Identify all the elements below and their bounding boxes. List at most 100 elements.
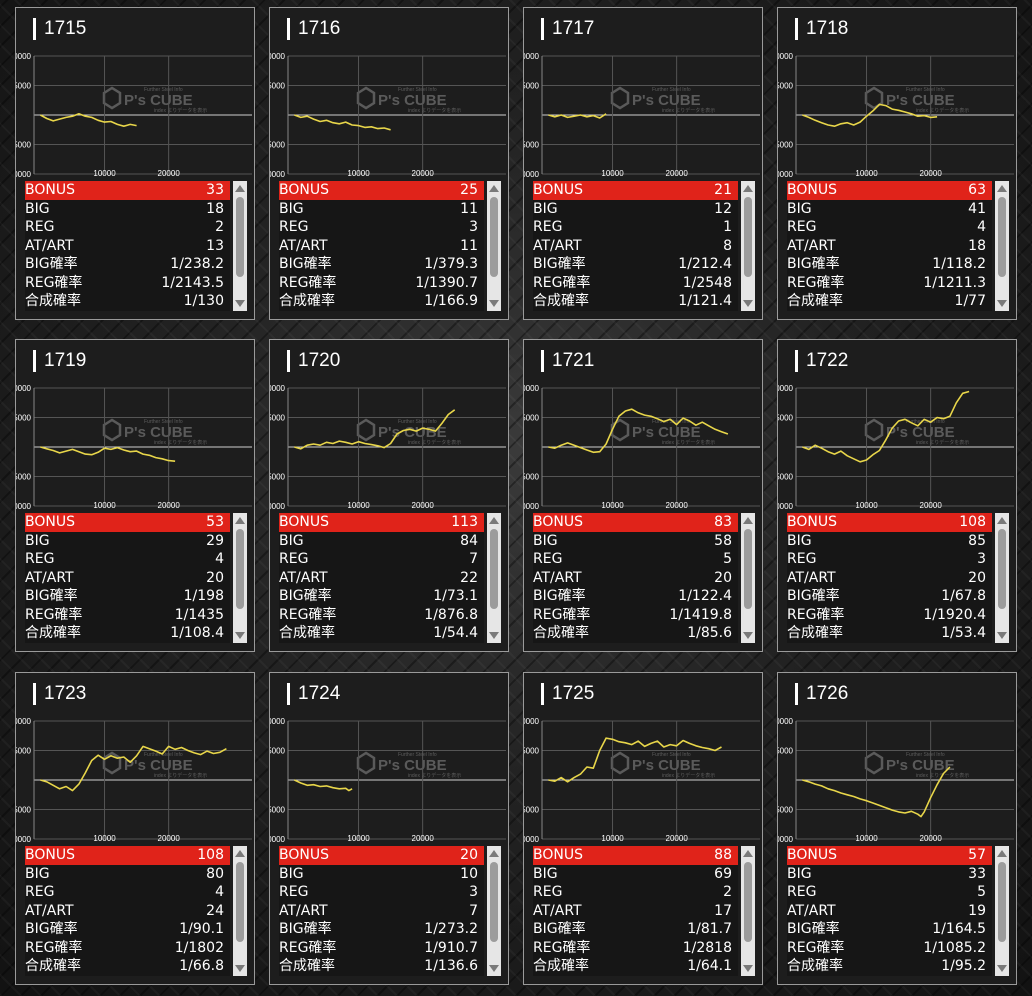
scrollbar[interactable]: [487, 513, 501, 643]
x-tick-label: 10000: [601, 169, 624, 178]
scroll-thumb[interactable]: [490, 529, 498, 609]
triangle-down-icon[interactable]: [489, 965, 499, 972]
machine-card[interactable]: 1715 P's CUBE Further Steel Info index よりデー…: [15, 7, 255, 320]
scrollbar[interactable]: [741, 846, 755, 976]
machine-card[interactable]: 1720 P's CUBE Further Steel Info index よりデー…: [269, 339, 509, 652]
scrollbar[interactable]: [233, 181, 247, 311]
triangle-down-icon[interactable]: [743, 632, 753, 639]
triangle-up-icon[interactable]: [997, 517, 1007, 524]
scrollbar[interactable]: [995, 513, 1009, 643]
scroll-thumb[interactable]: [998, 862, 1006, 942]
stats-list[interactable]: BONUS 108 BIG 80 REG 4 AT/ART 24 BIG確率 1/90.1 REG確…: [25, 846, 230, 976]
stats-list[interactable]: BONUS 108 BIG 85 REG 3 AT/ART 20 BIG確率 1/67.8 REG確…: [787, 513, 992, 643]
reg-rate-row: REG確率 1/2818: [533, 939, 738, 958]
triangle-up-icon[interactable]: [997, 850, 1007, 857]
machine-card[interactable]: 1724 P's CUBE Further Steel Info index よりデー…: [269, 672, 509, 985]
bonus-row-label: BONUS: [25, 182, 75, 198]
machine-card[interactable]: 1725 P's CUBE Further Steel Info index よりデー…: [523, 672, 763, 985]
machine-number: 1724: [287, 683, 340, 705]
big-row: BIG 80: [25, 865, 230, 884]
triangle-down-icon[interactable]: [997, 632, 1007, 639]
stats-list[interactable]: BONUS 20 BIG 10 REG 3 AT/ART 7 BIG確率 1/273.2 REG確率…: [279, 846, 484, 976]
y-tick-label: 10000: [270, 717, 286, 726]
at-art-row-value: 13: [206, 237, 224, 254]
y-tick-label: 10000: [778, 52, 794, 61]
stats-list[interactable]: BONUS 21 BIG 12 REG 1 AT/ART 8 BIG確率 1/212.4 REG確率…: [533, 181, 738, 311]
y-tick-label: 5000: [16, 747, 32, 756]
triangle-down-icon[interactable]: [489, 300, 499, 307]
scroll-thumb[interactable]: [236, 529, 244, 609]
triangle-up-icon[interactable]: [235, 850, 245, 857]
triangle-down-icon[interactable]: [743, 300, 753, 307]
machine-card[interactable]: 1722 P's CUBE Further Steel Info index よりデー…: [777, 339, 1017, 652]
scrollbar[interactable]: [233, 846, 247, 976]
at-art-row-value: 7: [469, 902, 478, 919]
stats-list[interactable]: BONUS 53 BIG 29 REG 4 AT/ART 20 BIG確率 1/198 REG確率 1…: [25, 513, 230, 643]
triangle-up-icon[interactable]: [235, 185, 245, 192]
scroll-thumb[interactable]: [998, 529, 1006, 609]
scrollbar[interactable]: [995, 846, 1009, 976]
scrollbar[interactable]: [995, 181, 1009, 311]
stats-list[interactable]: BONUS 83 BIG 58 REG 5 AT/ART 20 BIG確率 1/122.4 REG確…: [533, 513, 738, 643]
x-tick-label: 10000: [347, 169, 370, 178]
reg-rate-row-value: 1/1435: [174, 606, 224, 623]
triangle-down-icon[interactable]: [235, 300, 245, 307]
machine-card[interactable]: 1723 P's CUBE Further Steel Info index よりデー…: [15, 672, 255, 985]
triangle-up-icon[interactable]: [997, 185, 1007, 192]
stats-list[interactable]: BONUS 25 BIG 11 REG 3 AT/ART 11 BIG確率 1/379.3 REG確…: [279, 181, 484, 311]
scroll-thumb[interactable]: [236, 862, 244, 942]
big-row-label: BIG: [787, 865, 812, 882]
scrollbar[interactable]: [233, 513, 247, 643]
scroll-thumb[interactable]: [490, 197, 498, 277]
big-row-value: 11: [460, 200, 478, 217]
watermark-line2: index よりデータを表示: [154, 439, 207, 446]
scroll-thumb[interactable]: [490, 862, 498, 942]
triangle-down-icon[interactable]: [997, 300, 1007, 307]
reg-rate-row-label: REG確率: [787, 606, 845, 623]
reg-row-value: 7: [469, 551, 478, 568]
triangle-down-icon[interactable]: [997, 965, 1007, 972]
reg-rate-row-label: REG確率: [533, 606, 591, 623]
y-tick-label: 5000: [524, 414, 540, 423]
watermark-line1: Further Steel Info: [652, 87, 691, 93]
machine-number: 1717: [541, 18, 594, 40]
machine-card[interactable]: 1717 P's CUBE Further Steel Info index よりデー…: [523, 7, 763, 320]
machine-card[interactable]: 1726 P's CUBE Further Steel Info index よりデー…: [777, 672, 1017, 985]
triangle-up-icon[interactable]: [743, 517, 753, 524]
at-art-row: AT/ART 8: [533, 237, 738, 256]
stats-list[interactable]: BONUS 63 BIG 41 REG 4 AT/ART 18 BIG確率 1/118.2 REG確…: [787, 181, 992, 311]
reg-row-label: REG: [533, 884, 563, 901]
stats-list[interactable]: BONUS 113 BIG 84 REG 7 AT/ART 22 BIG確率 1/73.1 REG確…: [279, 513, 484, 643]
stats-list[interactable]: BONUS 57 BIG 33 REG 5 AT/ART 19 BIG確率 1/164.5 REG確…: [787, 846, 992, 976]
machine-card[interactable]: 1719 P's CUBE Further Steel Info index よりデー…: [15, 339, 255, 652]
watermark-line2: index よりデータを表示: [662, 439, 715, 446]
triangle-up-icon[interactable]: [743, 185, 753, 192]
triangle-up-icon[interactable]: [235, 517, 245, 524]
scroll-thumb[interactable]: [744, 197, 752, 277]
scroll-thumb[interactable]: [998, 197, 1006, 277]
scroll-thumb[interactable]: [236, 197, 244, 277]
scroll-thumb[interactable]: [744, 862, 752, 942]
machine-card[interactable]: 1716 P's CUBE Further Steel Info index よりデー…: [269, 7, 509, 320]
triangle-up-icon[interactable]: [489, 850, 499, 857]
machine-card[interactable]: 1721 P's CUBE Further Steel Info index よりデー…: [523, 339, 763, 652]
stats-list[interactable]: BONUS 88 BIG 69 REG 2 AT/ART 17 BIG確率 1/81.7 REG確率…: [533, 846, 738, 976]
watermark-line2: index よりデータを表示: [916, 439, 969, 446]
triangle-down-icon[interactable]: [743, 965, 753, 972]
triangle-up-icon[interactable]: [489, 517, 499, 524]
stats-list[interactable]: BONUS 33 BIG 18 REG 2 AT/ART 13 BIG確率 1/238.2 REG確…: [25, 181, 230, 311]
machine-card[interactable]: 1718 P's CUBE Further Steel Info index よりデー…: [777, 7, 1017, 320]
scrollbar[interactable]: [487, 846, 501, 976]
scroll-thumb[interactable]: [744, 529, 752, 609]
triangle-up-icon[interactable]: [743, 850, 753, 857]
total-rate-row-label: 合成確率: [533, 958, 589, 975]
scrollbar[interactable]: [741, 181, 755, 311]
triangle-up-icon[interactable]: [489, 185, 499, 192]
triangle-down-icon[interactable]: [235, 965, 245, 972]
scrollbar[interactable]: [741, 513, 755, 643]
machine-number: 1725: [541, 683, 594, 705]
triangle-down-icon[interactable]: [235, 632, 245, 639]
total-rate-row-value: 1/136.6: [424, 958, 478, 975]
triangle-down-icon[interactable]: [489, 632, 499, 639]
scrollbar[interactable]: [487, 181, 501, 311]
